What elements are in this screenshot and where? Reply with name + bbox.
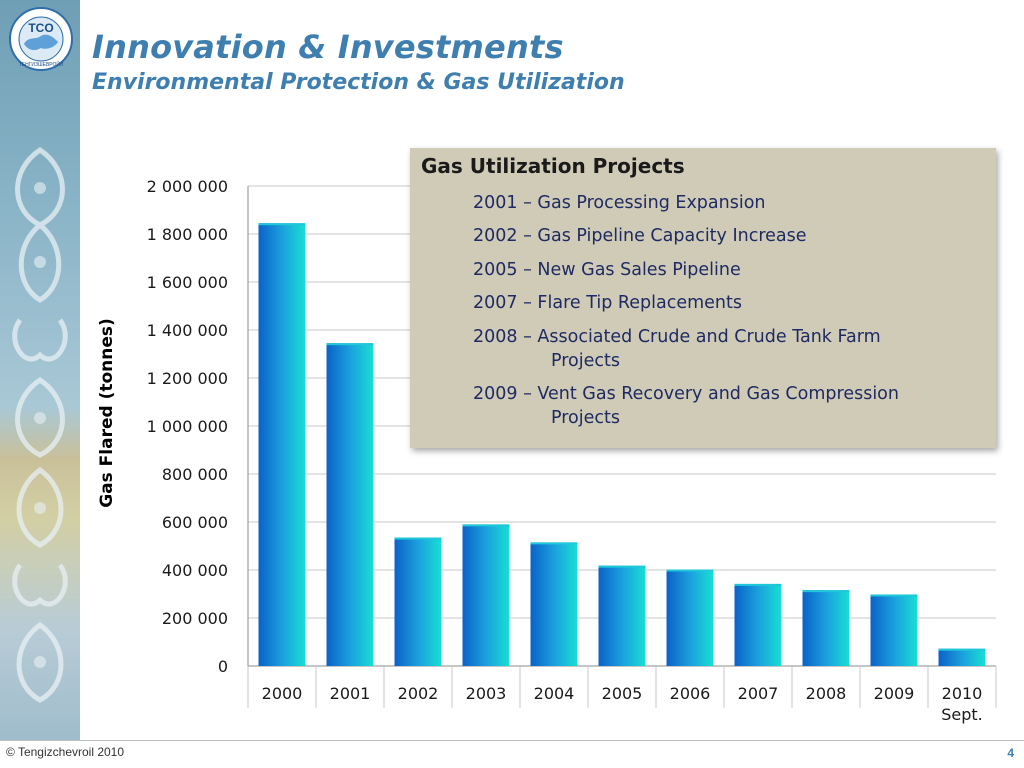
project-item-continuation: Projects: [551, 351, 620, 371]
tco-logo: TCO ТЕНГИЗШЕВРОЙЛ: [8, 6, 74, 72]
x-tick-label: 2009: [874, 684, 915, 703]
y-tick-label: 1 000 000: [147, 417, 228, 436]
bar-top-edge: [666, 569, 714, 572]
x-tick-label: 2003: [466, 684, 507, 703]
project-item-continuation: Projects: [551, 408, 620, 428]
x-tick-label: 2002: [398, 684, 439, 703]
x-tick-label: 2006: [670, 684, 711, 703]
project-item-text: 2002 – Gas Pipeline Capacity Increase: [473, 226, 807, 246]
x-tick-sublabel: Sept.: [941, 705, 983, 724]
project-item: 2005 – New Gas Sales Pipeline: [473, 258, 973, 282]
y-tick-label: 2 000 000: [147, 177, 228, 196]
y-tick-label: 400 000: [162, 561, 228, 580]
decorative-side-band: [0, 0, 80, 740]
bar-top-edge: [394, 537, 442, 540]
bar: [530, 542, 578, 666]
gas-flared-bar-chart: 0 200 000 400 000 600 000 800 000 1 000 000 1 …: [147, 177, 997, 724]
bar-top-edge: [326, 343, 374, 346]
slide-title: Innovation & Investments: [92, 28, 564, 66]
x-tick-label: 2004: [534, 684, 575, 703]
project-item: 2007 – Flare Tip Replacements: [473, 291, 973, 315]
x-tick-label: 2010: [942, 684, 983, 703]
x-tick-label: 2005: [602, 684, 643, 703]
y-tick-label: 0: [218, 657, 228, 676]
bar: [802, 590, 850, 666]
project-item: 2002 – Gas Pipeline Capacity Increase: [473, 224, 973, 248]
bar: [258, 223, 306, 666]
project-item-text: 2009 – Vent Gas Recovery and Gas Compres…: [473, 384, 899, 404]
bar-top-edge: [598, 565, 646, 568]
projects-title: Gas Utilization Projects: [421, 154, 685, 178]
x-tick-label: 2008: [806, 684, 847, 703]
y-tick-label: 1 600 000: [147, 273, 228, 292]
page-number: 4: [1007, 746, 1014, 760]
bar-top-edge: [938, 648, 986, 651]
bar: [666, 569, 714, 666]
bar-top-edge: [462, 524, 510, 527]
ornament-pattern: [12, 146, 68, 703]
logo-ring-text: ТЕНГИЗШЕВРОЙЛ: [19, 60, 64, 68]
slide-subtitle: Environmental Protection & Gas Utilizati…: [92, 70, 625, 95]
bar: [734, 583, 782, 666]
footer-divider: [0, 740, 1024, 741]
bar: [598, 565, 646, 666]
project-item: 2008 – Associated Crude and Crude Tank F…: [473, 325, 973, 373]
project-item: 2001 – Gas Processing Expansion: [473, 191, 973, 215]
project-item-text: 2007 – Flare Tip Replacements: [473, 293, 742, 313]
bar-top-edge: [802, 590, 850, 593]
bar: [462, 524, 510, 666]
bar: [938, 648, 986, 666]
project-item: 2009 – Vent Gas Recovery and Gas Compres…: [473, 382, 973, 430]
gas-utilization-projects-box: Gas Utilization Projects 2001 – Gas Proc…: [410, 148, 996, 448]
bar-top-edge: [258, 223, 306, 226]
x-tick-label: 2007: [738, 684, 779, 703]
project-item-text: 2005 – New Gas Sales Pipeline: [473, 260, 741, 280]
y-tick-label: 1 400 000: [147, 321, 228, 340]
bar-top-edge: [530, 542, 578, 545]
x-tick-label: 2001: [330, 684, 371, 703]
bar-top-edge: [734, 583, 782, 586]
y-tick-label: 600 000: [162, 513, 228, 532]
bar: [326, 343, 374, 666]
bar: [394, 537, 442, 666]
y-tick-label: 200 000: [162, 609, 228, 628]
logo-text: TCO: [28, 21, 53, 35]
y-axis-label: Gas Flared (tonnes): [97, 318, 117, 508]
project-item-text: 2001 – Gas Processing Expansion: [473, 193, 766, 213]
project-item-text: 2008 – Associated Crude and Crude Tank F…: [473, 327, 881, 347]
copyright-text: © Tengizchevroil 2010: [6, 745, 125, 759]
y-tick-label: 800 000: [162, 465, 228, 484]
bar-top-edge: [870, 594, 918, 597]
y-tick-label: 1 200 000: [147, 369, 228, 388]
x-tick-label: 2000: [262, 684, 303, 703]
y-tick-label: 1 800 000: [147, 225, 228, 244]
bar: [870, 594, 918, 666]
